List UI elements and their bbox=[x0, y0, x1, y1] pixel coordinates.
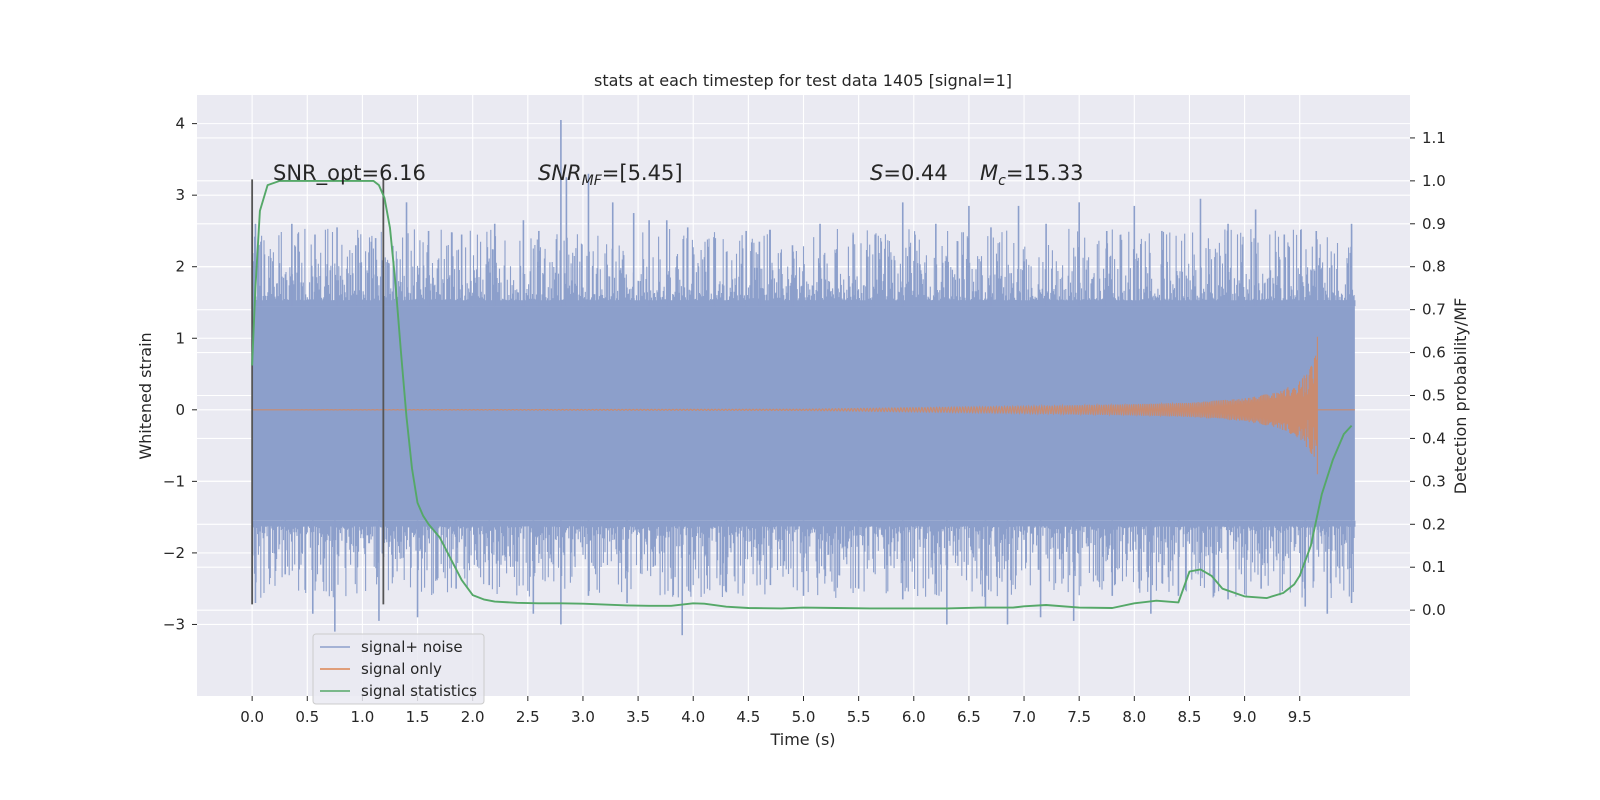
y-tick-label: 0 bbox=[175, 401, 185, 419]
x-tick-label: 5.5 bbox=[847, 708, 871, 726]
annotation-s: S=0.44 bbox=[870, 161, 948, 185]
x-tick-label: 4.0 bbox=[681, 708, 705, 726]
annotation-mc-value: =15.33 bbox=[1006, 161, 1084, 185]
annotation-s-value: =0.44 bbox=[883, 161, 947, 185]
annotation-mc: Mc=15.33 bbox=[980, 161, 1084, 189]
right-y-tick-label: 0.9 bbox=[1422, 215, 1446, 233]
signal-only-line bbox=[252, 336, 1355, 475]
legend-label-signal-only: signal only bbox=[361, 660, 442, 678]
right-y-tick-label: 1.1 bbox=[1422, 129, 1446, 147]
x-tick-label: 2.5 bbox=[516, 708, 540, 726]
y-tick-label: 4 bbox=[175, 115, 185, 133]
series-signal-statistics bbox=[251, 179, 1353, 610]
legend-label-signal-statistics: signal statistics bbox=[361, 682, 477, 700]
y-axis-label: Whitened strain bbox=[136, 332, 155, 459]
y-tick-label: −3 bbox=[163, 615, 185, 633]
y-tick-label: −2 bbox=[163, 544, 185, 562]
x-tick-label: 2.0 bbox=[461, 708, 485, 726]
x-tick-label: 7.0 bbox=[1012, 708, 1036, 726]
y-tick-label: 3 bbox=[175, 186, 185, 204]
legend-box bbox=[312, 633, 485, 705]
x-tick-label: 0.0 bbox=[240, 708, 264, 726]
legend-label-signal-noise: signal+ noise bbox=[361, 638, 463, 656]
right-y-tick-label: 0.3 bbox=[1422, 472, 1446, 490]
signal-statistics-line bbox=[251, 179, 1353, 610]
right-y-tick-label: 1.0 bbox=[1422, 172, 1446, 190]
right-y-tick-label: 0.4 bbox=[1422, 429, 1446, 447]
series-signal-only bbox=[252, 336, 1355, 475]
x-tick-label: 3.0 bbox=[571, 708, 595, 726]
annotation-snr-mf-value: =[5.45] bbox=[602, 161, 683, 185]
left-y-axis-ticks: −3 −2 −1 0 1 2 3 4 bbox=[163, 115, 197, 633]
right-y-tick-label: 0.7 bbox=[1422, 301, 1446, 319]
x-tick-label: 7.5 bbox=[1067, 708, 1091, 726]
annotation-snr-mf-subscript: MF bbox=[582, 173, 603, 189]
annotation-snr-mf-symbol: SNR bbox=[538, 161, 582, 185]
right-y-axis-label: Detection probability/MF bbox=[1451, 298, 1470, 495]
x-tick-label: 0.5 bbox=[295, 708, 319, 726]
legend: signal+ noise signal only signal statist… bbox=[312, 633, 485, 705]
annotation-s-symbol: S bbox=[870, 161, 883, 185]
chart-title: stats at each timestep for test data 140… bbox=[594, 71, 1012, 90]
right-y-tick-label: 0.1 bbox=[1422, 558, 1446, 576]
y-tick-label: 1 bbox=[175, 329, 185, 347]
y-tick-label: −1 bbox=[163, 472, 185, 490]
annotation-mc-subscript: c bbox=[998, 173, 1006, 189]
x-axis-label: Time (s) bbox=[769, 730, 835, 749]
x-tick-label: 3.5 bbox=[626, 708, 650, 726]
x-tick-label: 6.0 bbox=[902, 708, 926, 726]
x-tick-label: 5.0 bbox=[792, 708, 816, 726]
x-tick-label: 4.5 bbox=[736, 708, 760, 726]
right-y-tick-label: 0.2 bbox=[1422, 515, 1446, 533]
right-y-tick-label: 0.5 bbox=[1422, 387, 1446, 405]
right-y-tick-label: 0.8 bbox=[1422, 258, 1446, 276]
x-tick-label: 8.5 bbox=[1178, 708, 1202, 726]
x-tick-label: 9.0 bbox=[1233, 708, 1257, 726]
x-axis-ticks: 0.0 0.5 1.0 1.5 2.0 2.5 3.0 3.5 4.0 4.5 5.0 5.5 6.0 6… bbox=[240, 696, 1312, 726]
annotation-mc-symbol: M bbox=[980, 161, 998, 185]
x-tick-label: 1.0 bbox=[350, 708, 374, 726]
right-y-tick-label: 0.0 bbox=[1422, 601, 1446, 619]
right-y-axis-ticks: 0.0 0.1 0.2 0.3 0.4 0.5 0.6 0.7 0.8 0.9 1.0 1.1 bbox=[1410, 129, 1446, 619]
x-tick-label: 8.0 bbox=[1122, 708, 1146, 726]
annotation-snr-opt: SNR_opt=6.16 bbox=[273, 161, 426, 186]
x-tick-label: 6.5 bbox=[957, 708, 981, 726]
annotation-snr-mf: SNRMF=[5.45] bbox=[538, 161, 683, 189]
x-tick-label: 1.5 bbox=[406, 708, 430, 726]
vertical-markers bbox=[251, 179, 385, 605]
right-y-tick-label: 0.6 bbox=[1422, 344, 1446, 362]
y-tick-label: 2 bbox=[175, 258, 185, 276]
x-tick-label: 9.5 bbox=[1288, 708, 1312, 726]
